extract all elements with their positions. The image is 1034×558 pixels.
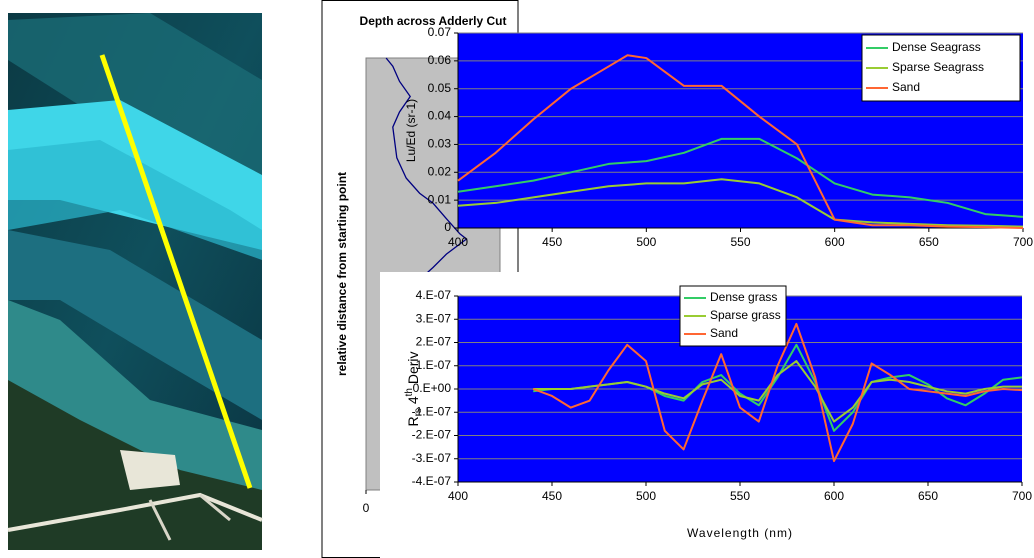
x-tick-label: 700 <box>1013 235 1033 249</box>
y-tick-label: 2.E-07 <box>416 335 452 349</box>
y-tick-label: -2.E-07 <box>412 428 452 442</box>
satellite-image <box>7 13 263 550</box>
series-line <box>457 54 1024 229</box>
y-axis-label: Lu/Ed (sr-1) <box>404 99 418 162</box>
x-tick-label: 600 <box>825 235 845 249</box>
legend-label: Sparse grass <box>710 308 781 322</box>
series-line <box>457 137 1024 218</box>
y-tick-label: -1.E-07 <box>412 404 452 418</box>
y-axis-label-part: th <box>404 388 415 396</box>
y-tick-label: 4.E-07 <box>416 288 452 302</box>
series-line <box>533 360 1022 423</box>
y-tick-label: -4.E-07 <box>412 474 452 488</box>
y-tick-label: 0.01 <box>428 192 452 206</box>
x-tick-label: 700 <box>1012 489 1032 503</box>
y-axis-label: Rrs 4th Deriv <box>404 351 424 426</box>
y-tick-label: 0.E+00 <box>413 381 452 395</box>
chart-title: Depth across Adderly Cut <box>360 14 507 28</box>
y-axis-label-part: 4 <box>405 396 421 408</box>
y-tick-label: 1.E-07 <box>416 358 452 372</box>
x-tick-label: 0 <box>363 501 370 515</box>
y-axis-label: relative distance from starting point <box>335 172 349 376</box>
y-tick-label: 3.E-07 <box>416 311 452 325</box>
y-tick-label: 0.07 <box>428 25 452 39</box>
y-tick-label: 0.05 <box>428 81 452 95</box>
y-tick-label: 0 <box>444 220 451 234</box>
x-tick-label: 400 <box>448 235 468 249</box>
series-line <box>532 322 1023 463</box>
x-tick-label: 500 <box>636 489 656 503</box>
y-tick-label: 0.06 <box>428 53 452 67</box>
legend-label: Sand <box>892 80 920 94</box>
y-axis-label-part: R <box>405 416 421 426</box>
x-tick-label: 400 <box>448 489 468 503</box>
x-tick-label: 450 <box>542 489 562 503</box>
x-tick-label: 600 <box>824 489 844 503</box>
legend-label: Sparse Seagrass <box>892 60 984 74</box>
x-axis-label: Wavelength (nm) <box>687 526 793 540</box>
x-tick-label: 550 <box>730 235 750 249</box>
x-tick-label: 500 <box>636 235 656 249</box>
y-tick-label: 0.02 <box>428 164 452 178</box>
legend-label: Sand <box>710 326 738 340</box>
legend-box <box>861 34 1021 102</box>
x-tick-label: 550 <box>730 489 750 503</box>
x-tick-label: 650 <box>919 235 939 249</box>
legend-label: Dense grass <box>710 290 777 304</box>
y-axis-label-part: rs <box>413 408 424 416</box>
y-tick-label: -3.E-07 <box>412 451 452 465</box>
y-tick-label: 0.03 <box>428 137 452 151</box>
y-tick-label: 0.04 <box>428 109 452 123</box>
x-tick-label: 450 <box>542 235 562 249</box>
y-axis-label-part: Deriv <box>405 351 421 388</box>
series-line <box>457 178 1024 228</box>
x-tick-label: 650 <box>918 489 938 503</box>
legend-label: Dense Seagrass <box>892 40 981 54</box>
